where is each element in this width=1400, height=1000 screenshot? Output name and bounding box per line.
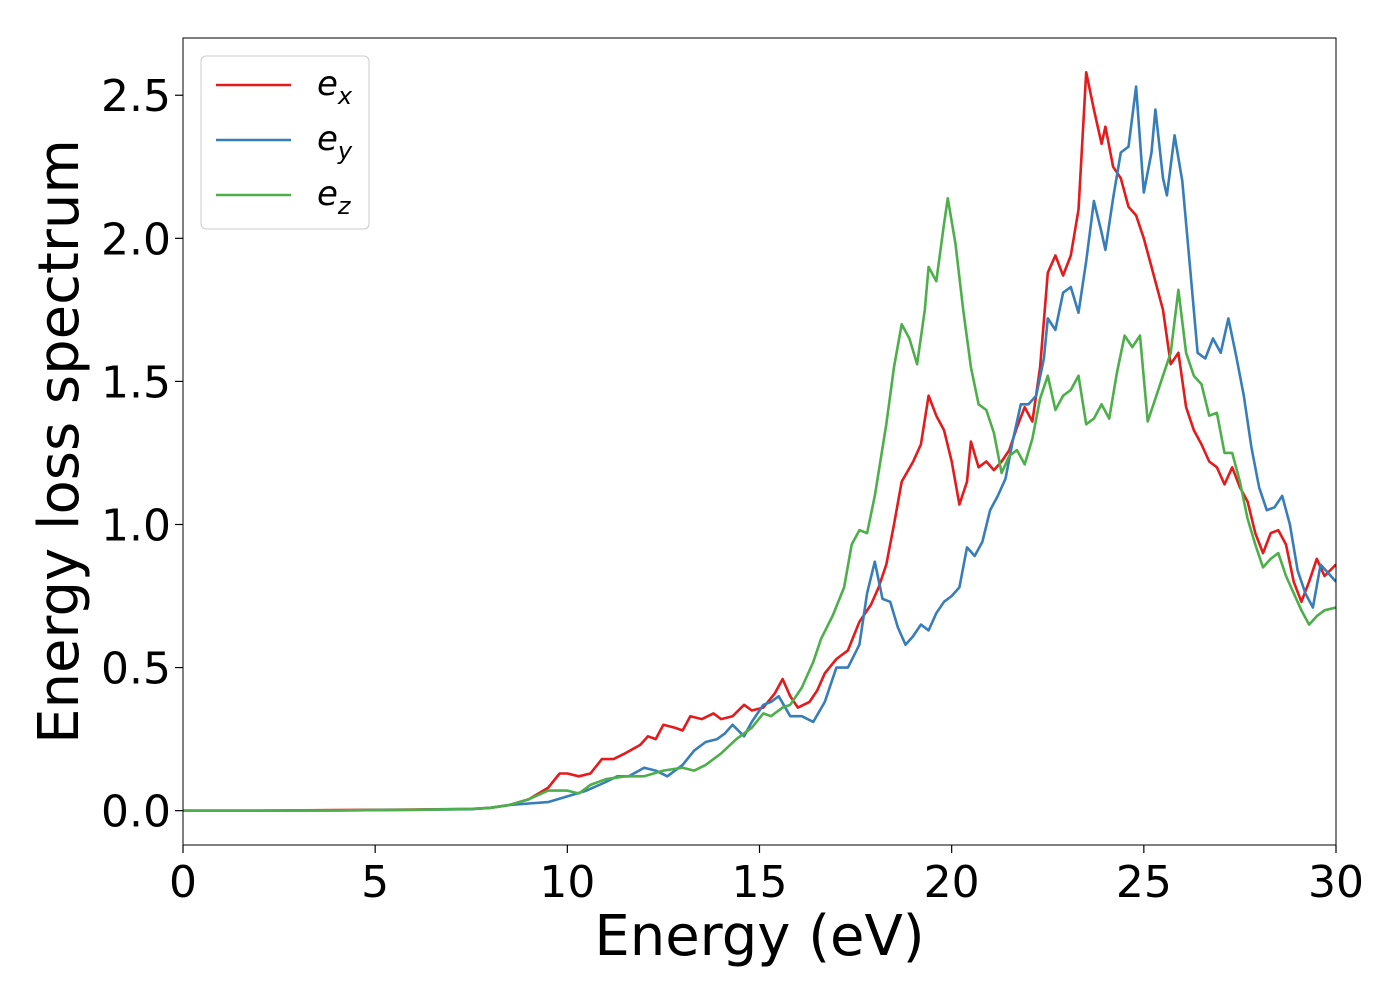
x-tick-label: 10 [539, 857, 595, 908]
x-axis-ticks: 0 5 10 15 20 25 30 [169, 845, 1364, 908]
legend-box [200, 55, 370, 230]
x-tick-label: 30 [1308, 857, 1364, 908]
x-tick-label: 15 [732, 857, 788, 908]
x-tick-label: 20 [924, 857, 980, 908]
series-line-e-z [183, 197, 1336, 812]
y-tick-label: 2.0 [101, 214, 171, 265]
x-tick-label: 25 [1116, 857, 1172, 908]
y-axis-label: Energy loss spectrum [27, 139, 92, 744]
y-tick-label: 2.5 [101, 71, 171, 122]
legend-label-x: ex [317, 64, 353, 110]
x-tick-label: 0 [169, 857, 197, 908]
x-axis-label: Energy (eV) [594, 904, 924, 969]
y-tick-label: 1.0 [101, 500, 171, 551]
series-line-e-x [183, 71, 1336, 812]
y-tick-label: 0.0 [101, 787, 171, 838]
series-line-e-y [183, 85, 1336, 812]
y-axis-ticks: 0.0 0.5 1.0 1.5 2.0 2.5 [101, 71, 183, 838]
series-layer [183, 71, 1336, 812]
legend-label-y: ey [317, 119, 353, 165]
x-tick-label: 5 [361, 857, 389, 908]
y-tick-label: 1.5 [101, 357, 171, 408]
legend-label-z: ez [317, 174, 352, 220]
legend: ex ey ez [200, 55, 370, 230]
y-tick-label: 0.5 [101, 644, 171, 695]
